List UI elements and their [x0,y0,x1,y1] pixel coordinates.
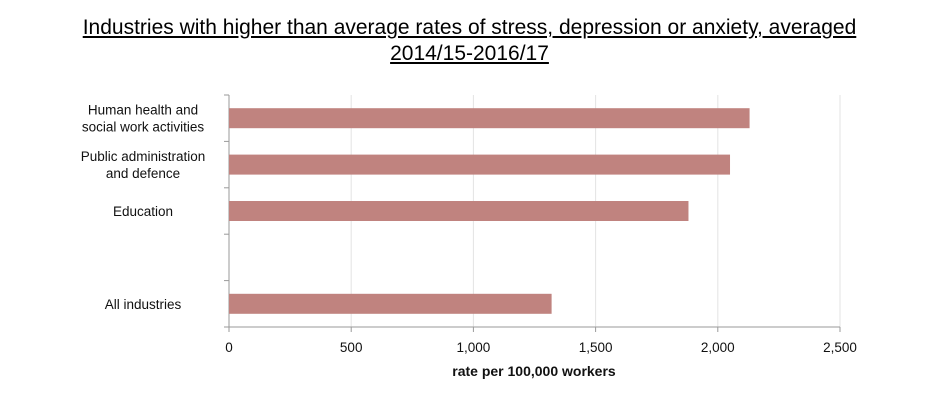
chart-title-line-2: 2014/15-2016/17 [390,42,549,65]
category-label: Public administration [81,149,206,164]
chart-title-line-1: Industries with higher than average rate… [82,16,857,39]
x-tick-label: 1,500 [579,340,613,355]
x-axis-title: rate per 100,000 workers [452,363,616,379]
category-label: and defence [106,166,180,181]
category-label: social work activities [82,120,205,135]
bar [229,108,750,129]
category-label: All industries [105,297,182,312]
x-tick-label: 2,000 [701,340,735,355]
x-tick-label: 500 [340,340,363,355]
category-label: Human health and [88,103,198,118]
bar [229,293,552,314]
x-tick-label: 0 [225,340,233,355]
x-tick-label: 2,500 [823,340,857,355]
bar [229,154,731,175]
bar [229,201,689,221]
category-label: Education [113,204,173,219]
x-tick-label: 1,000 [457,340,491,355]
